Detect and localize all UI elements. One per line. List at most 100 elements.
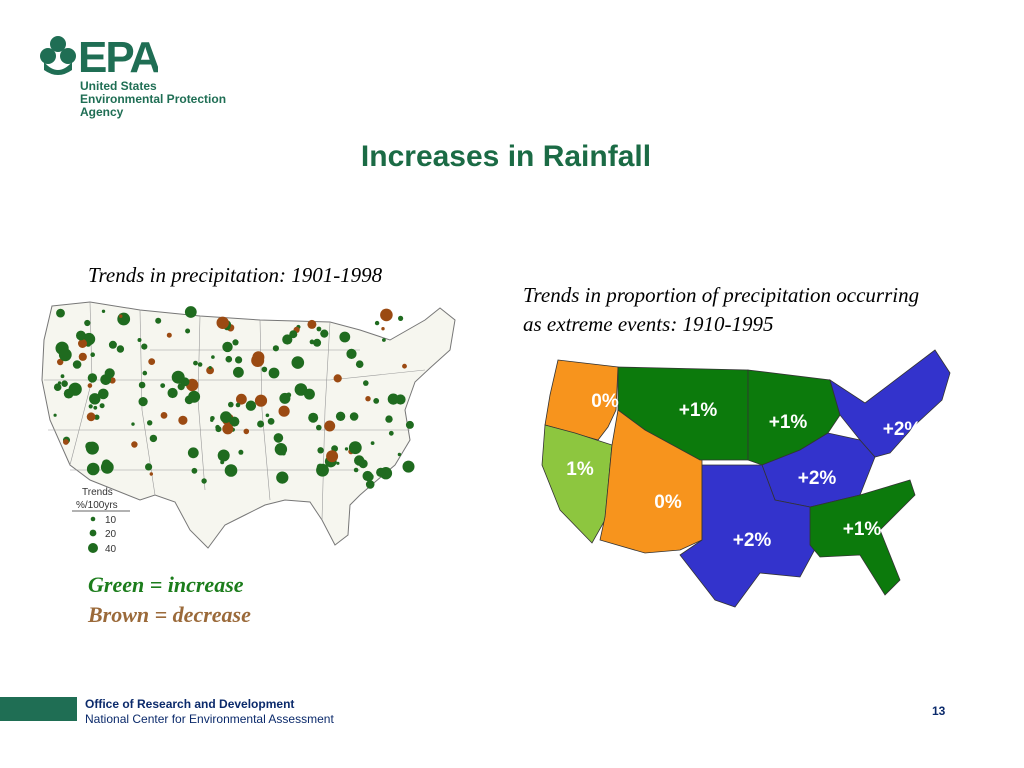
increase-station-dot (363, 380, 369, 386)
label-east-north-central: +1% (769, 412, 808, 433)
increase-station-dot (87, 373, 98, 383)
decrease-station-dot (222, 423, 234, 435)
decrease-station-dot (333, 374, 342, 383)
decrease-station-dot (278, 405, 290, 417)
epa-acronym: EPA (78, 34, 158, 78)
increase-station-dot (217, 449, 230, 462)
legend-green-increase: Green = increase (88, 572, 244, 597)
legend-brown-decrease: Brown = decrease (88, 602, 251, 627)
increase-station-dot (94, 414, 100, 420)
increase-station-dot (397, 452, 402, 457)
increase-station-dot (387, 393, 399, 405)
increase-station-dot (339, 331, 351, 343)
increase-station-dot (201, 478, 207, 484)
increase-station-dot (398, 315, 404, 321)
region-southeast (809, 479, 916, 596)
increase-station-dot (335, 411, 346, 421)
increase-station-dot (147, 420, 153, 426)
increase-station-dot (365, 472, 374, 481)
increase-station-dot (85, 441, 95, 451)
increase-station-dot (131, 422, 135, 426)
increase-station-dot (137, 338, 142, 342)
decrease-station-dot (131, 441, 138, 448)
increase-station-dot (215, 424, 220, 430)
increase-station-dot (210, 416, 215, 421)
dot-size-legend: Trends %/100yrs 10 20 40 (72, 487, 130, 555)
label-northeast: +2% (883, 419, 922, 440)
increase-station-dot (344, 447, 349, 451)
increase-station-dot (171, 370, 185, 384)
increase-station-dot (101, 459, 111, 469)
increase-station-dot (155, 317, 162, 324)
epa-line-3: Agency (80, 105, 124, 119)
decrease-station-dot (78, 352, 87, 361)
right-map-caption: Trends in proportion of precipitation oc… (523, 281, 919, 339)
legend-units: %/100yrs (76, 500, 118, 511)
epa-agency-name: United States Environmental Protection A… (80, 80, 226, 119)
increase-station-dot (353, 467, 359, 473)
increase-station-dot (265, 413, 270, 418)
decrease-station-dot (148, 358, 156, 365)
increase-station-dot (193, 360, 198, 366)
increase-station-dot (72, 360, 82, 369)
increase-station-dot (220, 411, 232, 423)
region-south (679, 464, 821, 608)
increase-station-dot (349, 412, 359, 421)
decrease-station-dot (87, 383, 93, 388)
increase-station-dot (267, 418, 275, 425)
increase-station-dot (257, 420, 265, 428)
label-northwest: 0% (591, 391, 619, 412)
increase-station-dot (117, 312, 131, 326)
increase-station-dot (331, 445, 338, 452)
right-caption-line-2: as extreme events: 1910-1995 (523, 312, 774, 336)
legend-dot-small (90, 516, 96, 522)
increase-station-dot (60, 374, 65, 379)
increase-station-dot (313, 338, 322, 347)
increase-station-dot (382, 338, 386, 342)
increase-station-dot (160, 383, 166, 388)
increase-station-dot (116, 345, 125, 353)
decrease-station-dot (78, 339, 87, 348)
legend-title: Trends (82, 487, 113, 498)
label-southeast: +1% (843, 519, 882, 540)
label-west-north-central: +1% (679, 400, 718, 421)
increase-station-dot (188, 390, 201, 403)
label-west: 1% (566, 459, 594, 480)
footer-center: National Center for Environmental Assess… (85, 712, 334, 726)
increase-station-dot (138, 381, 146, 389)
increase-station-dot (261, 366, 268, 373)
increase-station-dot (282, 334, 293, 345)
increase-station-dot (88, 404, 93, 409)
extreme-events-region-map: 0% 1% 0% +1% +1% +2% +2% +2% +1% (541, 349, 951, 608)
increase-station-dot (142, 370, 148, 376)
increase-station-dot (104, 368, 115, 379)
increase-station-dot (245, 400, 257, 411)
footer-bar (0, 697, 77, 721)
increase-station-dot (99, 403, 105, 409)
increase-station-dot (336, 461, 340, 465)
increase-station-dot (224, 464, 238, 477)
increase-station-dot (276, 471, 289, 484)
increase-station-dot (365, 480, 375, 489)
increase-station-dot (145, 463, 153, 471)
increase-station-dot (355, 360, 364, 368)
increase-station-dot (272, 345, 279, 352)
increase-station-dot (346, 348, 357, 359)
increase-station-dot (294, 383, 308, 396)
increase-station-dot (167, 387, 178, 399)
increase-station-dot (101, 309, 106, 313)
increase-station-dot (385, 415, 393, 423)
increase-station-dot (63, 388, 74, 399)
increase-station-dot (317, 447, 324, 454)
label-south: +2% (733, 530, 772, 551)
legend-size-2: 20 (105, 529, 117, 540)
increase-station-dot (222, 341, 233, 353)
increase-station-dot (185, 328, 191, 334)
decrease-station-dot (216, 316, 229, 329)
increase-station-dot (187, 447, 199, 459)
increase-station-dot (141, 343, 148, 350)
legend-size-1: 10 (105, 515, 117, 526)
increase-station-dot (388, 430, 394, 436)
us-outline (41, 301, 456, 549)
decrease-station-dot (243, 428, 250, 435)
